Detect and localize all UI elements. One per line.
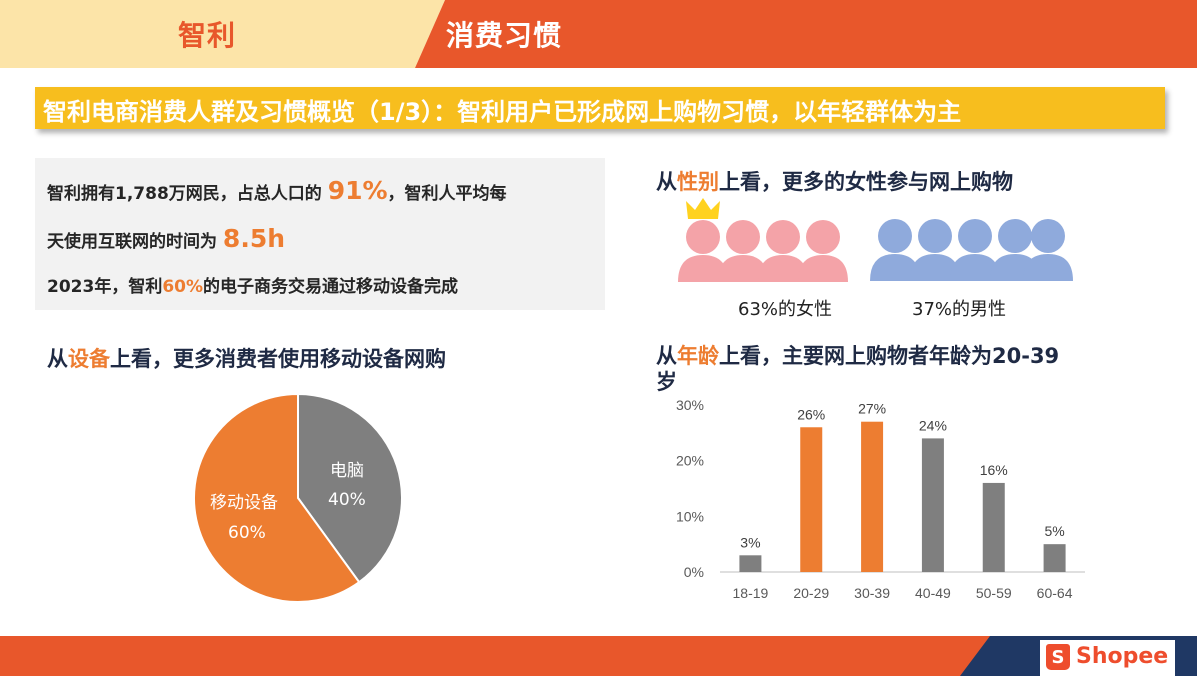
info-box: 智利拥有1,788万网民，占总人口的 91%，智利人平均每 天使用互联网的时间为… <box>35 158 605 310</box>
info-text: 天使用互联网的时间为 <box>47 232 223 252</box>
section-title-text: 从 <box>656 344 677 368</box>
male-group-icon <box>868 212 1073 285</box>
x-tick-label: 18-19 <box>733 585 769 601</box>
female-person-icon <box>678 220 728 282</box>
crown-icon <box>686 198 720 219</box>
bar-40-49 <box>921 438 944 572</box>
x-tick-label: 50-59 <box>976 585 1012 601</box>
bar-18-19 <box>739 555 762 572</box>
y-tick-label: 30% <box>676 397 704 413</box>
bar-value-label: 16% <box>980 462 1008 478</box>
section-title-highlight: 设备 <box>68 347 110 371</box>
header-topic-label: 消费习惯 <box>446 19 563 52</box>
bar-value-label: 5% <box>1044 523 1064 539</box>
age-bar-chart: 0% 10% 20% 30% 3% 18-19 26% 20-29 27% 30-39 24% 40-… <box>660 390 1100 610</box>
y-tick-label: 20% <box>676 453 704 469</box>
section-title-text: 上看，更多的女性参与网上购物 <box>719 170 1013 194</box>
pie-slice-mobile <box>193 392 361 603</box>
section-title-text: 上看，主要网上购物者年龄为20-39 <box>719 344 1060 368</box>
x-tick-label: 20-29 <box>793 585 829 601</box>
info-highlight-mobile-share: 60% <box>162 277 204 297</box>
header-background <box>0 0 1197 68</box>
x-tick-label: 30-39 <box>854 585 890 601</box>
male-people-icons <box>870 219 1073 281</box>
male-person-icon <box>910 219 960 281</box>
info-line-3: 2023年，智利60%的电子商务交易通过移动设备完成 <box>47 272 458 297</box>
shopee-logo-text: Shopee <box>1076 644 1169 669</box>
shopee-logo: S Shopee <box>1040 640 1175 676</box>
info-text: 2023年，智利 <box>47 277 163 297</box>
bar-20-29 <box>800 427 823 572</box>
age-section-title-cont: 岁 <box>656 370 677 394</box>
bar-svg: 0% 10% 20% 30% 3% 18-19 26% 20-29 27% 30-39 24% 40-… <box>676 397 1085 601</box>
shopee-bag-icon: S <box>1046 644 1070 670</box>
banner-title: 智利电商消费人群及习惯概览（1/3）：智利用户已形成网上购物习惯，以年轻群体为主 <box>43 98 962 126</box>
female-person-icon <box>758 220 808 282</box>
male-person-icon <box>870 219 920 281</box>
gender-section-title: 从性别上看，更多的女性参与网上购物 <box>656 166 1013 196</box>
male-person-icon <box>950 219 1000 281</box>
info-text: ，智利人平均每 <box>387 184 507 204</box>
section-title-highlight: 性别 <box>677 170 719 194</box>
header-country-label: 智利 <box>178 19 237 52</box>
footer-background <box>0 636 1197 676</box>
female-person-icon <box>798 220 848 282</box>
pie-label-computer: 电脑 <box>330 461 364 481</box>
device-section-title: 从设备上看，更多消费者使用移动设备网购 <box>47 343 446 373</box>
female-share-label: 63%的女性 <box>738 299 833 320</box>
info-text: 的电子商务交易通过移动设备完成 <box>203 277 459 297</box>
info-line-1: 智利拥有1,788万网民，占总人口的 91%，智利人平均每 <box>47 176 507 205</box>
info-highlight-internet-share: 91% <box>327 176 388 205</box>
info-highlight-hours: 8.5h <box>222 224 286 253</box>
info-text: 智利拥有1,788万网民，占总人口的 <box>47 184 328 204</box>
section-title-highlight: 年龄 <box>677 344 719 368</box>
pie-value-mobile: 60% <box>228 523 266 543</box>
male-share-label: 37%的男性 <box>912 299 1007 320</box>
bar-30-39 <box>861 421 884 572</box>
pie-value-computer: 40% <box>328 490 366 510</box>
section-title-text: 从 <box>47 347 68 371</box>
age-section-title: 从年龄上看，主要网上购物者年龄为20-39 <box>656 340 1059 370</box>
info-line-2: 天使用互联网的时间为 8.5h <box>47 224 285 253</box>
pie-svg <box>193 392 403 603</box>
bar-value-label: 24% <box>919 417 947 433</box>
bar-value-label: 26% <box>797 406 825 422</box>
pie-label-mobile: 移动设备 <box>210 493 278 513</box>
title-banner: 智利电商消费人群及习惯概览（1/3）：智利用户已形成网上购物习惯，以年轻群体为主 <box>35 87 1165 129</box>
bar-50-59 <box>982 482 1005 572</box>
x-tick-label: 60-64 <box>1037 585 1073 601</box>
female-people-icons <box>678 198 848 282</box>
y-tick-label: 0% <box>684 564 704 580</box>
female-person-icon <box>718 220 768 282</box>
footer-bar <box>0 636 1197 676</box>
y-tick-label: 10% <box>676 508 704 524</box>
bar-value-label: 3% <box>740 534 760 550</box>
pie-slice-computer <box>297 392 403 584</box>
section-title-text: 从 <box>656 170 677 194</box>
bar-60-64 <box>1043 544 1066 572</box>
device-pie-chart: 电脑 40% 移动设备 60% <box>190 390 410 610</box>
female-group-icon <box>676 195 851 285</box>
bar-value-label: 27% <box>858 401 886 417</box>
section-title-text: 上看，更多消费者使用移动设备网购 <box>110 347 446 371</box>
x-tick-label: 40-49 <box>915 585 951 601</box>
header-bar: 智利 消费习惯 <box>0 0 1197 68</box>
male-person-icon <box>1023 219 1073 281</box>
